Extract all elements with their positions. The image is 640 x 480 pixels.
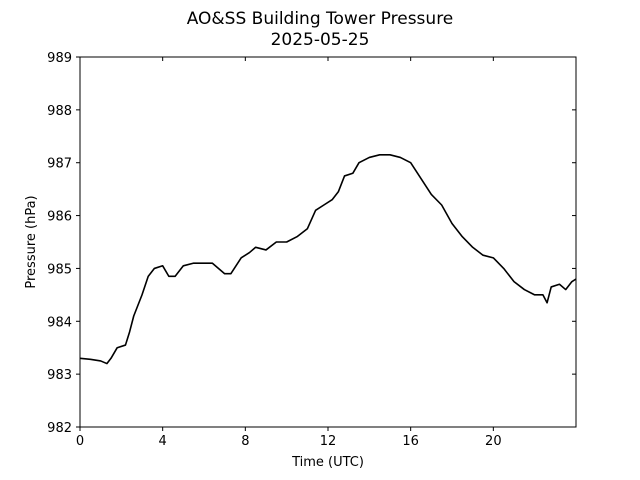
chart-title: AO&SS Building Tower Pressure <box>187 9 454 29</box>
y-tick-label: 985 <box>47 262 72 277</box>
y-tick-label: 988 <box>47 104 72 119</box>
x-tick-label: 16 <box>402 434 419 449</box>
y-tick-label: 987 <box>47 157 72 172</box>
y-tick-label: 984 <box>47 315 72 330</box>
x-tick-label: 0 <box>76 434 84 449</box>
x-tick-label: 20 <box>485 434 502 449</box>
y-axis-label: Pressure (hPa) <box>24 195 39 288</box>
y-tick-label: 989 <box>47 51 72 66</box>
x-tick-label: 4 <box>159 434 167 449</box>
y-tick-label: 982 <box>47 421 72 436</box>
x-tick-label: 12 <box>320 434 337 449</box>
data-line <box>79 153 577 365</box>
y-tick-label: 983 <box>47 368 72 383</box>
chart-subtitle: 2025-05-25 <box>271 30 370 50</box>
x-tick-label: 8 <box>241 434 249 449</box>
plot-frame <box>79 56 577 428</box>
x-axis-label: Time (UTC) <box>291 455 364 470</box>
y-tick-label: 986 <box>47 210 72 225</box>
